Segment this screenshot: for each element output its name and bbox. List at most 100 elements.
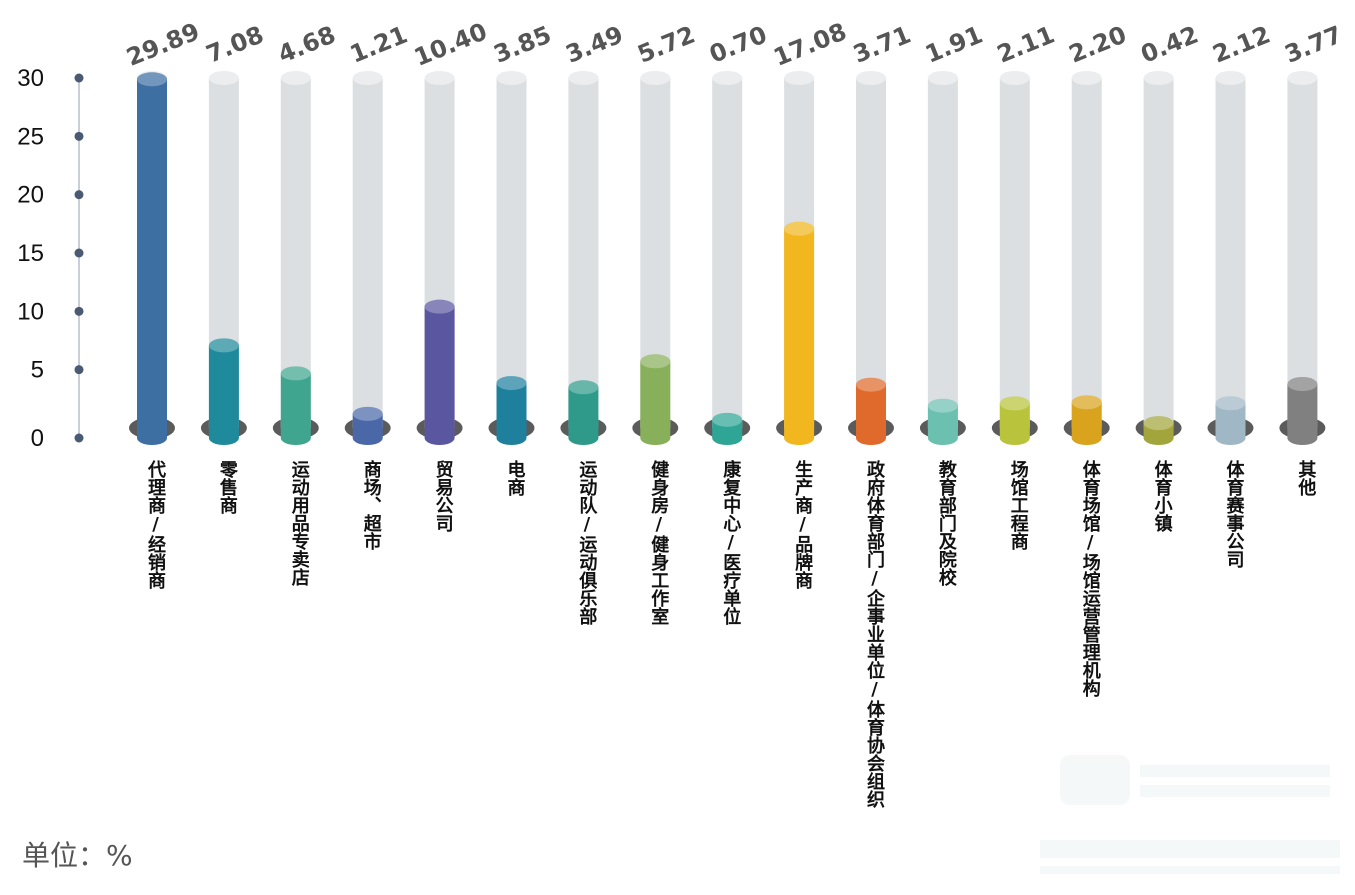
category-label: 康复中心/医疗单位 (720, 460, 742, 625)
bar-fill-bottom (1287, 431, 1318, 445)
bar-fill-bottom (784, 431, 815, 445)
bar-fill-cap (856, 377, 886, 392)
bar-track-top (999, 71, 1030, 85)
bar-fill-bottom (352, 431, 383, 445)
bar-fill-cap (496, 376, 527, 391)
category-label: 健身房/健身工作室 (648, 460, 670, 625)
bar-fill-cap-highlight (1287, 377, 1318, 392)
bar-track (1287, 78, 1318, 428)
bar-fill-cap (927, 398, 958, 413)
bar-fill-cap-highlight (568, 380, 599, 395)
bar-1 (129, 71, 175, 445)
bar-fill-bottom (208, 431, 239, 445)
bar-fill (208, 345, 239, 438)
bar-fill-cap (137, 72, 167, 87)
bar-fill-bottom (1143, 431, 1174, 445)
category-label: 体育小镇 (1151, 460, 1173, 532)
bars (129, 71, 1326, 445)
y-tick-dot (74, 365, 84, 375)
bar-value-label: 7.08 (202, 21, 267, 69)
bar-12 (919, 71, 966, 445)
bar-fill (496, 383, 527, 438)
category-label: 教育部门及院校 (935, 460, 957, 586)
bar-11 (848, 71, 894, 445)
bar-15 (1135, 71, 1182, 445)
bar-fill (856, 384, 886, 438)
bar-value-label: 1.21 (346, 21, 411, 69)
bar-track (856, 78, 886, 428)
bar-track-top (424, 71, 455, 85)
bar-fill-bottom (568, 431, 599, 445)
y-tick-label: 25 (17, 123, 44, 150)
bar-value-label: 2.12 (1209, 21, 1274, 69)
bar-fill-bottom (856, 431, 886, 445)
bar-fill-cap-highlight (280, 366, 311, 381)
bar-track (1143, 78, 1174, 428)
y-tick-label: 30 (17, 65, 44, 92)
bar-17 (1279, 71, 1326, 445)
bar-track (352, 78, 383, 428)
bar-fill-cap (1215, 396, 1246, 411)
bar-track (496, 78, 527, 428)
bar-16 (1207, 71, 1254, 445)
bar-track (999, 78, 1030, 428)
bar-track-top (1287, 71, 1318, 85)
bar-fill-bottom (712, 431, 743, 445)
bar-3 (272, 71, 319, 445)
bar-track-top (640, 71, 671, 85)
bar-track-top (712, 71, 743, 85)
bar-fill (137, 79, 167, 439)
bar-fill-bottom (137, 431, 167, 445)
bar-fill-cap-highlight (496, 376, 527, 391)
y-tick-dot (74, 131, 84, 141)
y-tick-label: 0 (31, 425, 44, 452)
bar-track (1215, 78, 1246, 428)
bar-fill-cap (1287, 377, 1318, 392)
bar-track-top (568, 71, 599, 85)
bar-value-label: 17.08 (770, 17, 851, 71)
watermark-logo (1040, 755, 1340, 874)
bar-track (1071, 78, 1102, 428)
bar-fill-bottom (999, 431, 1030, 445)
bar-2 (200, 71, 247, 445)
bar-fill-bottom (1215, 431, 1246, 445)
bar-value-label: 4.68 (274, 21, 339, 69)
bar-fill-cap (640, 354, 671, 369)
category-label: 场馆工程商 (1007, 460, 1029, 550)
bar-fill-cap (568, 380, 599, 395)
bar-fill-cap-highlight (927, 398, 958, 413)
bar-fill (784, 228, 815, 438)
bar-fill-cap (712, 412, 743, 427)
bar-value-label: 10.40 (410, 17, 491, 71)
bar-value-label: 3.49 (562, 21, 627, 69)
bar-track-top (784, 71, 815, 85)
y-tick-dot (74, 248, 84, 258)
bar-fill (280, 373, 311, 438)
bar-fill-cap (280, 366, 311, 381)
bar-track-top (1143, 71, 1174, 85)
bar-fill (1287, 384, 1318, 438)
bar-6 (488, 71, 535, 445)
category-label: 代理商/经销商 (145, 460, 166, 589)
category-label: 其他 (1295, 460, 1317, 496)
y-tick-label: 20 (17, 182, 44, 209)
bar-10 (776, 71, 823, 445)
bar-track-top (352, 71, 383, 85)
bar-fill-cap-highlight (1215, 396, 1246, 411)
category-label: 贸易公司 (432, 460, 454, 532)
bar-track-top (208, 71, 239, 85)
bar-fill-cap (1143, 416, 1174, 431)
bar-value-label: 1.91 (921, 21, 986, 69)
bar-value-label: 29.89 (123, 17, 204, 71)
bar-fill-cap (208, 338, 239, 353)
bar-value-label: 3.85 (490, 21, 555, 69)
bar-fill-cap-highlight (1071, 395, 1102, 410)
y-tick-dot (74, 73, 84, 83)
category-label: 商场、超市 (360, 460, 382, 550)
y-tick-dot (74, 190, 84, 200)
bar-fill-bottom (640, 431, 671, 445)
bar-value-label: 3.77 (1281, 21, 1346, 69)
bar-fill-cap (424, 299, 455, 314)
bar-fill (424, 306, 455, 438)
